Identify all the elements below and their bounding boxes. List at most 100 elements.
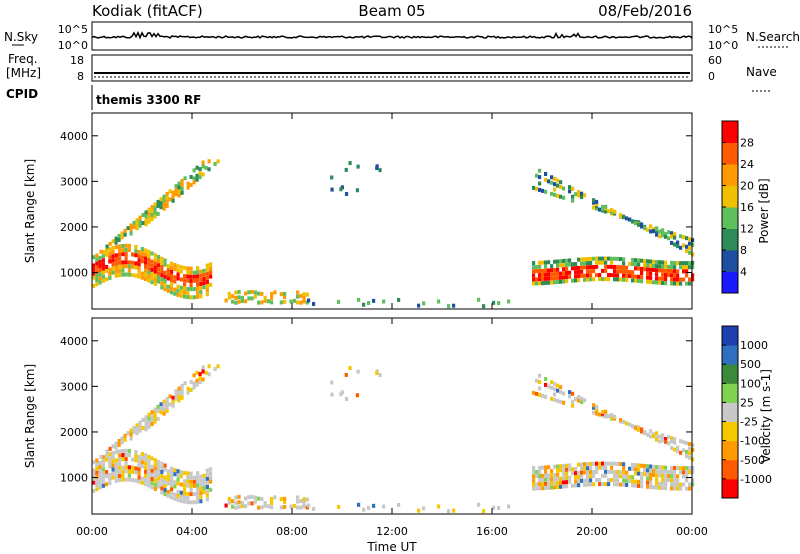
velocity-cell [108, 460, 112, 465]
velocity-cell [631, 467, 635, 472]
velocity-cell [92, 476, 96, 481]
noise-tick-left-bottom: 10^0 [58, 39, 88, 52]
power-cell [580, 269, 584, 274]
power-cell [216, 159, 220, 164]
velocity-cell [114, 445, 118, 450]
velocity-cell [577, 483, 581, 488]
velocity-cell [165, 400, 169, 405]
velocity-cell [171, 399, 175, 404]
velocity-cell [355, 393, 360, 398]
velocity-cell [95, 462, 99, 467]
velocity-cell [163, 475, 167, 480]
velocity-cell [179, 482, 183, 487]
velocity-cell [664, 473, 668, 478]
power-cell [688, 261, 692, 266]
velocity-cell [105, 453, 109, 458]
velocity-cell [673, 470, 677, 475]
velocity-cell [137, 454, 141, 459]
colorbar-segment [722, 326, 738, 346]
velocity-cell [649, 476, 653, 481]
power-cell [111, 246, 115, 251]
power-cell [679, 261, 683, 266]
power-cell [619, 265, 623, 270]
velocity-cell [586, 462, 590, 467]
power-cell [652, 259, 656, 264]
power-cell [183, 286, 187, 291]
velocity-cell [153, 419, 157, 424]
freq-tick-bottom: 8 [77, 70, 84, 83]
power-cell [565, 258, 569, 263]
velocity-cell [658, 469, 662, 474]
power-cell [643, 267, 647, 272]
velocity-cell [153, 407, 157, 412]
velocity-cell [664, 465, 668, 470]
velocity-cell [205, 497, 209, 502]
velocity-cell [126, 431, 130, 436]
velocity-cell [166, 481, 170, 486]
velocity-cell [556, 468, 560, 473]
power-cell [153, 210, 157, 215]
velocity-cell [121, 465, 125, 470]
power-cell [655, 264, 659, 269]
velocity-cell [631, 479, 635, 484]
velocity-cell [137, 471, 141, 476]
velocity-cell [98, 469, 102, 474]
colorbar-tick-label: 8 [740, 244, 747, 257]
power-cell [631, 262, 635, 267]
velocity-cell [580, 462, 584, 467]
power-cell [607, 277, 611, 282]
velocity-cell [105, 469, 109, 474]
velocity-cell [153, 458, 157, 463]
velocity-cell [580, 466, 584, 471]
power-cell [118, 244, 122, 249]
velocity-cell [135, 427, 139, 432]
power-cell [162, 206, 166, 211]
power-cell [589, 273, 593, 278]
power-cell [137, 254, 141, 259]
power-cell [121, 260, 125, 265]
power-cell [162, 194, 166, 199]
power-cell [532, 277, 536, 282]
velocity-cell [625, 482, 629, 487]
velocity-cell [553, 481, 557, 486]
velocity-cell [247, 501, 251, 506]
velocity-cell [270, 505, 274, 510]
velocity-cell [140, 476, 144, 481]
velocity-cell [661, 473, 665, 478]
power-cell [631, 219, 635, 224]
velocity-cell [607, 414, 611, 419]
velocity-cell [553, 485, 557, 490]
station-title: Kodiak (fitACF) [92, 2, 203, 20]
power-cell [196, 290, 200, 295]
velocity-cell [131, 469, 135, 474]
power-cell [679, 281, 683, 286]
velocity-cell [179, 498, 183, 503]
power-cell [153, 269, 157, 274]
velocity-cell [592, 403, 596, 408]
colorbar-segment [722, 121, 738, 143]
velocity-cell [111, 459, 115, 464]
velocity-cell [170, 474, 174, 479]
velocity-cell [279, 505, 283, 510]
velocity-cell [198, 376, 202, 381]
velocity-cell [658, 473, 662, 478]
power-cell [559, 259, 563, 264]
power-cell [123, 232, 127, 237]
velocity-cell [183, 491, 187, 496]
power-cell [118, 248, 122, 253]
power-cell [179, 289, 183, 294]
power-cell [658, 276, 662, 281]
velocity-cell [127, 477, 131, 482]
power-cell [670, 269, 674, 274]
power-cell [150, 271, 154, 276]
velocity-cell [688, 486, 692, 491]
velocity-cell [124, 448, 128, 453]
velocity-cell [580, 400, 584, 405]
velocity-cell [661, 433, 665, 438]
velocity-cell [616, 478, 620, 483]
power-cell [565, 262, 569, 267]
velocity-cell [111, 467, 115, 472]
velocity-cell [685, 466, 689, 471]
power-cell [568, 258, 572, 263]
power-cell [296, 294, 300, 299]
